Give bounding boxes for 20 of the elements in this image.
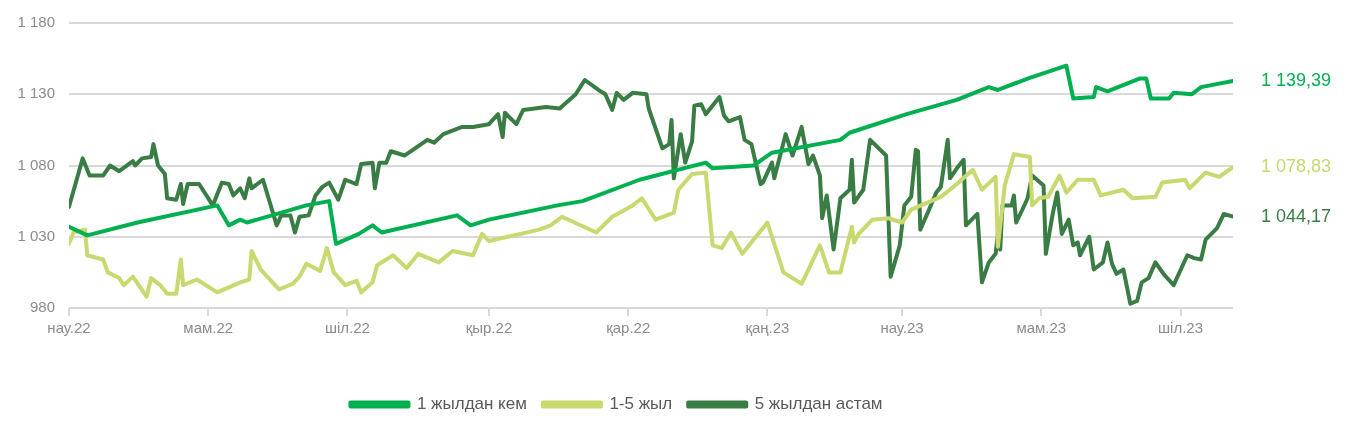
x-tick-label: қаң.23 bbox=[745, 319, 790, 337]
y-tick-label: 980 bbox=[29, 298, 55, 316]
legend-label: 5 жылдан астам bbox=[754, 394, 883, 414]
x-tick-label: мам.22 bbox=[183, 319, 234, 337]
y-tick-label: 1 130 bbox=[17, 84, 55, 102]
x-tick-label: шіл.23 bbox=[1158, 319, 1203, 337]
legend-label: 1 жылдан кем bbox=[416, 394, 527, 414]
y-tick-label: 1 030 bbox=[17, 226, 55, 244]
y-tick-label: 1 180 bbox=[17, 13, 55, 31]
x-tick-label: нау.23 bbox=[880, 319, 924, 337]
legend-label: 1-5 жыл bbox=[609, 394, 673, 414]
x-tick-label: нау.22 bbox=[47, 319, 91, 337]
x-tick-label: шіл.22 bbox=[324, 319, 370, 337]
y-tick-label: 1 080 bbox=[17, 155, 55, 173]
x-tick-label: мам.23 bbox=[1016, 319, 1067, 337]
x-tick-label: қар.22 bbox=[606, 319, 651, 337]
annotation: 1 078,83 bbox=[1261, 156, 1332, 177]
x-tick-label: қыр.22 bbox=[465, 319, 513, 337]
annotation: 1 044,17 bbox=[1261, 205, 1332, 226]
annotation: 1 139,39 bbox=[1261, 69, 1332, 90]
